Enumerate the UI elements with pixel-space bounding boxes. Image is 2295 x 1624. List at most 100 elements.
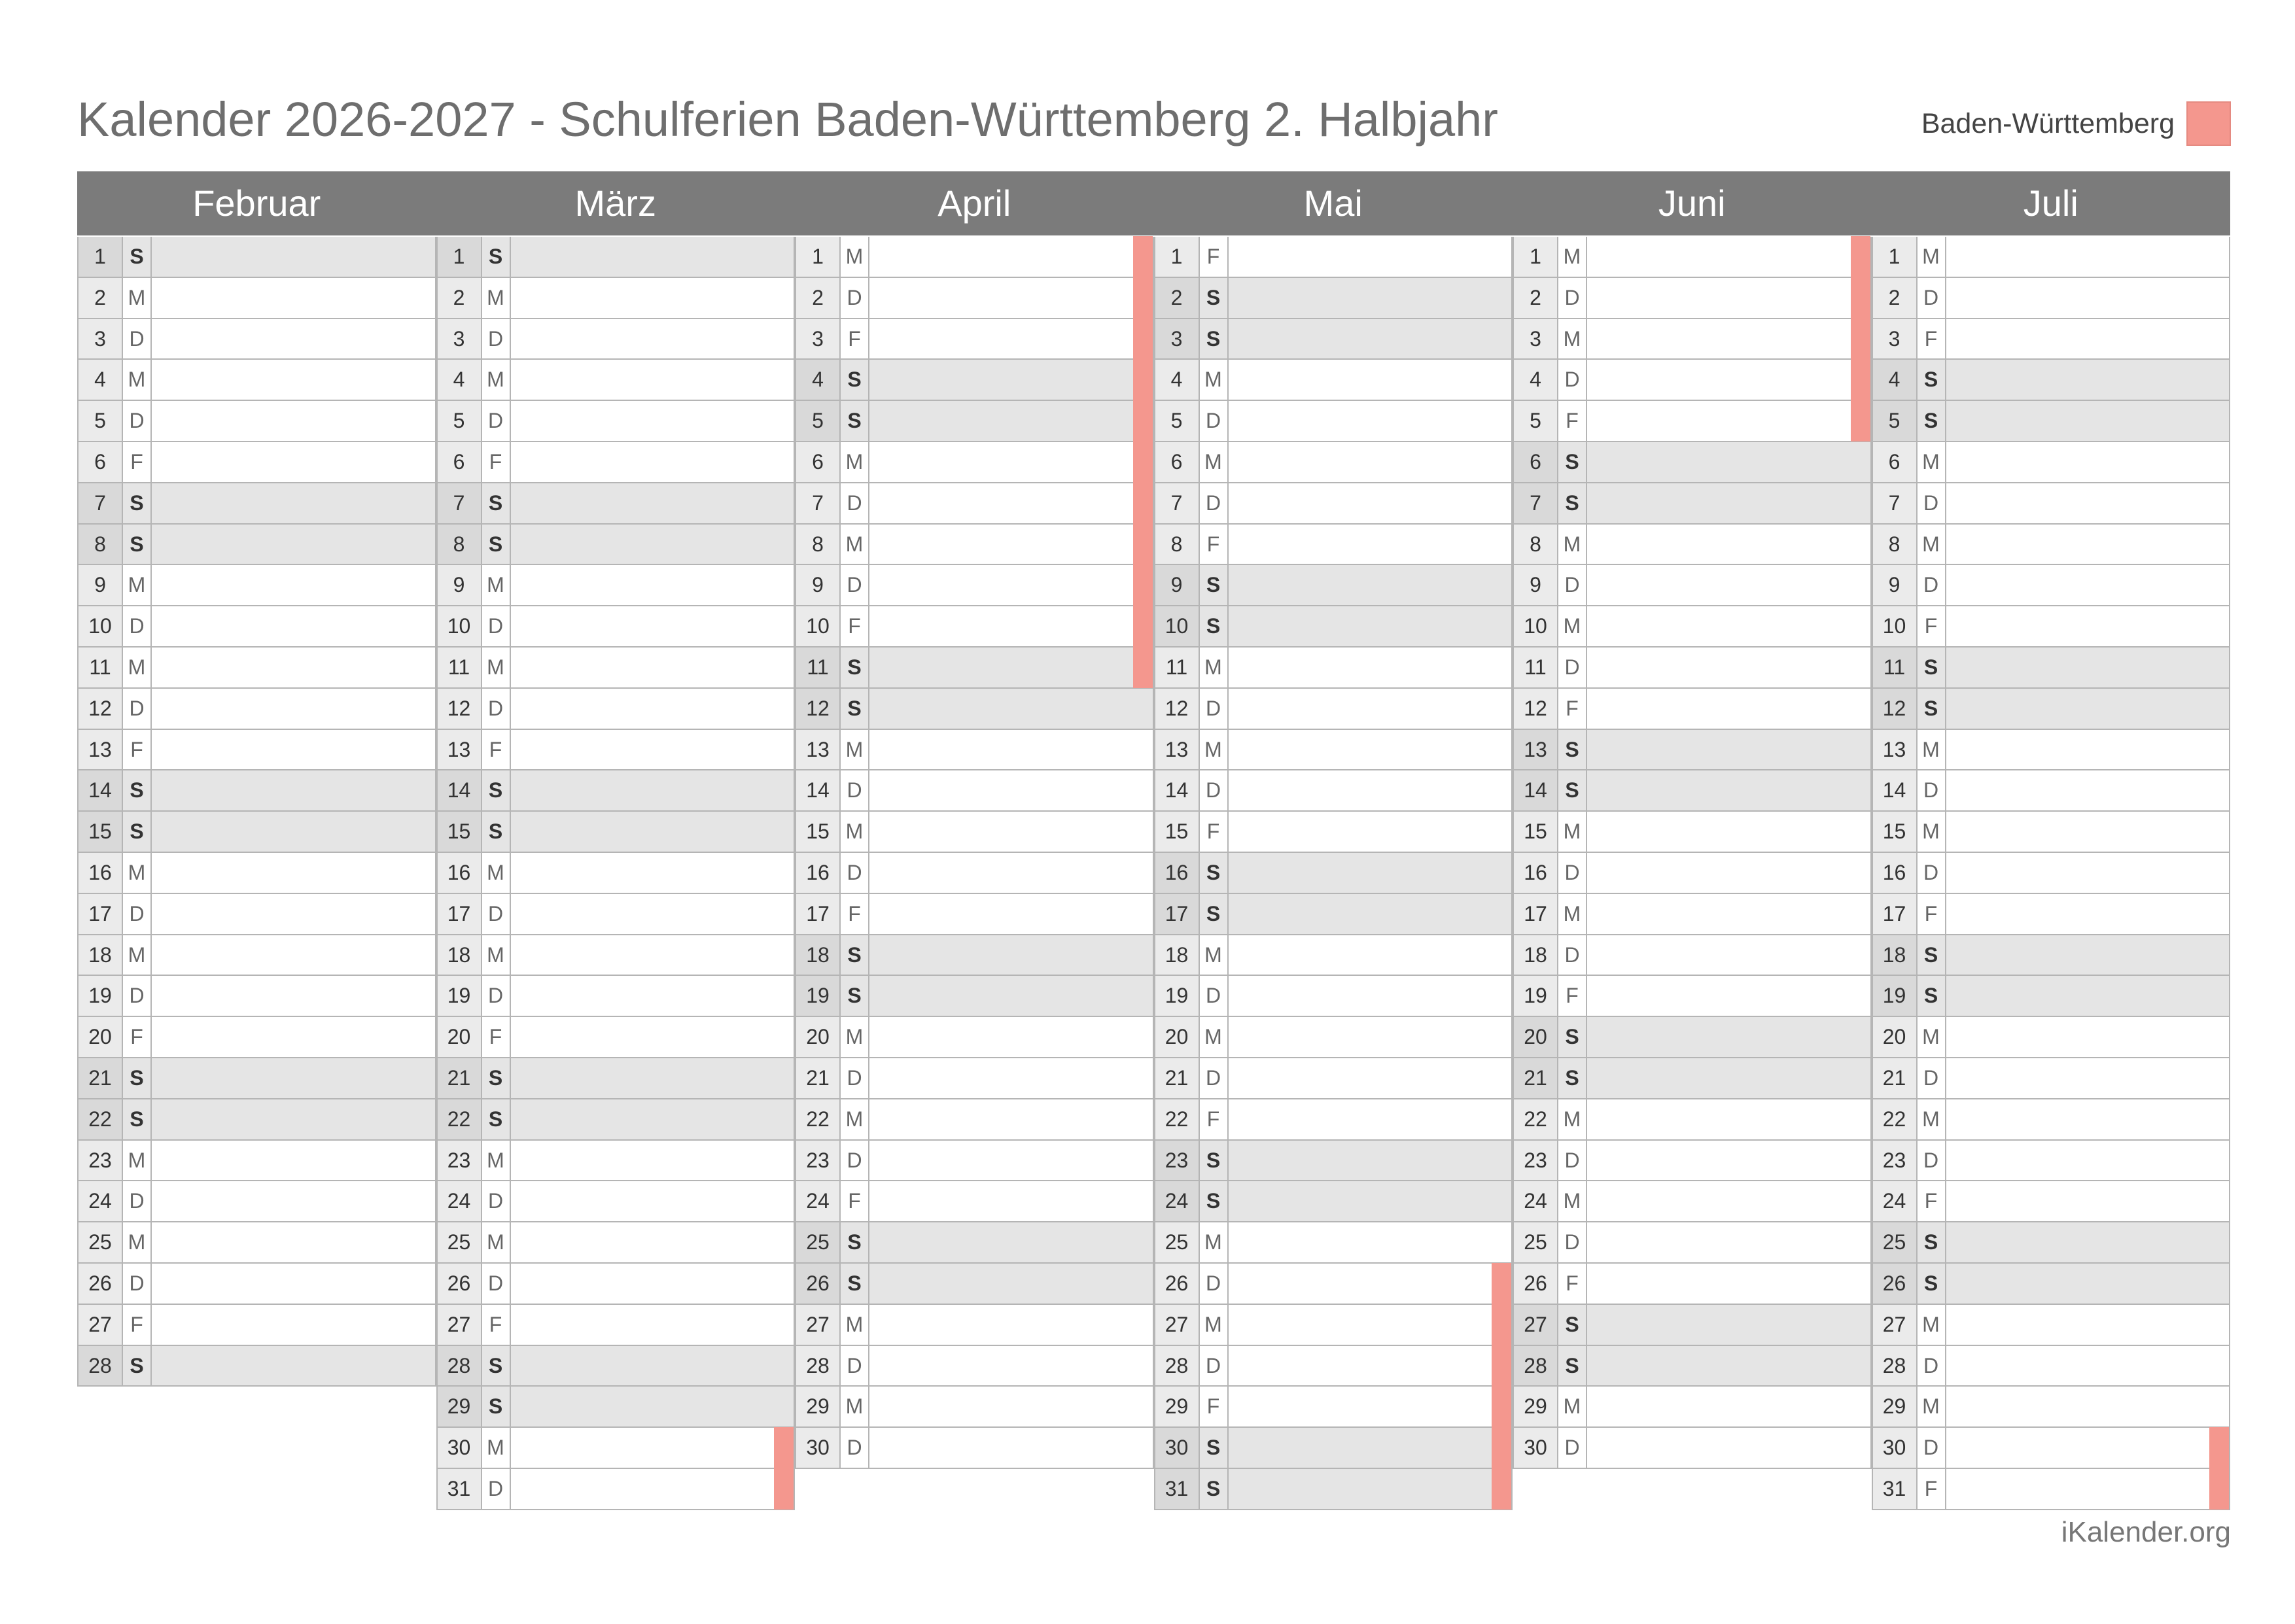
day-number: 12	[1514, 688, 1558, 729]
weekday-letter: M	[123, 935, 152, 975]
day-row: 11 M	[77, 647, 436, 689]
weekday-letter: M	[482, 277, 511, 318]
weekday-letter: F	[1200, 524, 1229, 564]
weekday-letter: F	[1200, 237, 1229, 277]
day-number: 26	[796, 1263, 841, 1304]
day-row: 25 M	[436, 1222, 795, 1264]
day-row: 27 M	[1871, 1304, 2230, 1346]
weekday-letter: F	[1558, 1263, 1587, 1304]
day-number: 3	[1155, 319, 1200, 359]
day-number: 17	[79, 893, 123, 934]
day-number: 26	[1155, 1263, 1200, 1304]
weekday-letter: M	[1558, 1387, 1587, 1427]
day-number: 27	[1155, 1304, 1200, 1345]
day-note-area	[1229, 1469, 1512, 1509]
day-number: 29	[796, 1387, 841, 1427]
weekday-letter: M	[1200, 1222, 1229, 1262]
day-number: 15	[1872, 812, 1918, 852]
day-note-area	[511, 935, 794, 975]
day-number: 8	[79, 524, 123, 564]
weekday-letter: F	[1558, 688, 1587, 729]
day-note-area	[1587, 483, 1870, 523]
day-row: 23 S	[1153, 1140, 1513, 1182]
day-number: 7	[79, 483, 123, 523]
weekday-letter: D	[1918, 565, 1946, 606]
day-row: 18 M	[436, 935, 795, 976]
weekday-letter: M	[1558, 1181, 1587, 1222]
weekday-letter: M	[123, 852, 152, 893]
day-note-area	[1229, 812, 1512, 852]
weekday-letter: M	[1918, 441, 1946, 482]
day-note-area	[1587, 935, 1870, 975]
day-note-area	[511, 360, 794, 400]
day-number: 17	[796, 893, 841, 934]
day-row: 16 D	[1513, 852, 1872, 894]
weekday-letter: F	[482, 729, 511, 770]
weekday-letter: M	[1918, 812, 1946, 852]
day-note-area	[1229, 1264, 1512, 1304]
day-note-area	[1946, 689, 2230, 729]
weekday-letter: D	[841, 1058, 869, 1098]
day-note-area	[1229, 1058, 1512, 1098]
day-note-area	[1229, 237, 1512, 277]
weekday-letter: M	[1558, 319, 1587, 359]
day-number: 1	[1155, 237, 1200, 277]
day-number: 24	[1155, 1181, 1200, 1222]
day-number: 22	[79, 1099, 123, 1139]
weekday-letter: D	[1918, 1140, 1946, 1181]
day-number: 22	[796, 1099, 841, 1139]
day-number: 19	[1872, 976, 1918, 1016]
day-number: 10	[796, 606, 841, 646]
day-note-area	[511, 606, 794, 646]
day-row: 23 D	[795, 1140, 1154, 1182]
weekday-letter: F	[1918, 1468, 1946, 1509]
weekday-letter: S	[123, 483, 152, 523]
holiday-marker	[1492, 1427, 1511, 1468]
weekday-letter: M	[841, 237, 869, 277]
day-row: 25 S	[795, 1222, 1154, 1264]
day-note-area	[511, 648, 794, 687]
day-note-area	[1587, 565, 1870, 605]
day-row: 25 M	[77, 1222, 436, 1264]
day-row: 23 D	[1513, 1140, 1872, 1182]
day-number: 16	[796, 852, 841, 893]
day-note-area	[511, 1017, 794, 1057]
day-row: 24 S	[1153, 1181, 1513, 1223]
day-number: 22	[1872, 1099, 1918, 1139]
weekday-letter: M	[841, 1099, 869, 1139]
day-number: 24	[1514, 1181, 1558, 1222]
weekday-letter: M	[123, 565, 152, 606]
day-number: 27	[79, 1304, 123, 1345]
weekday-letter: D	[482, 688, 511, 729]
day-number: 19	[79, 976, 123, 1016]
weekday-letter: D	[482, 606, 511, 646]
weekday-letter: S	[123, 237, 152, 277]
weekday-letter: D	[482, 1263, 511, 1304]
weekday-letter: S	[1200, 1140, 1229, 1181]
weekday-letter: M	[123, 647, 152, 687]
weekday-letter: D	[1200, 1345, 1229, 1386]
weekday-letter: M	[1558, 812, 1587, 852]
weekday-letter: F	[1200, 1387, 1229, 1427]
weekday-letter: D	[123, 401, 152, 441]
weekday-letter: M	[1558, 606, 1587, 646]
day-row: 29 M	[1871, 1387, 2230, 1428]
weekday-letter: F	[841, 893, 869, 934]
weekday-letter: D	[1918, 1058, 1946, 1098]
day-row: 10 D	[436, 606, 795, 648]
weekday-letter: M	[123, 360, 152, 400]
day-list: 1 S 2 M 3 D 4 M 5 D 6 F 7 S 8 S 9 M 10 D 11 M 12 D 13 F 14 S 15 S 16 M 1…	[77, 235, 436, 1387]
day-number: 21	[1872, 1058, 1918, 1098]
day-row: 20 F	[436, 1017, 795, 1058]
day-row: 12 D	[1153, 688, 1513, 730]
day-number: 17	[437, 893, 482, 934]
day-note-area	[869, 853, 1153, 893]
weekday-letter: D	[123, 976, 152, 1016]
day-number: 11	[796, 647, 841, 687]
holiday-marker	[1132, 277, 1153, 319]
weekday-letter: M	[1558, 893, 1587, 934]
